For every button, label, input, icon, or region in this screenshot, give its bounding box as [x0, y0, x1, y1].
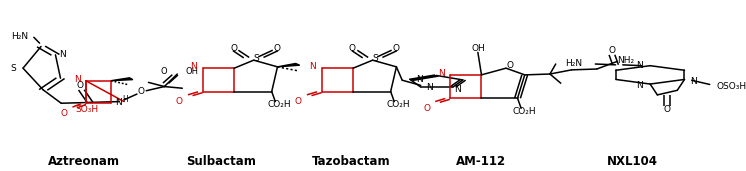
Text: N: N	[454, 84, 460, 94]
Text: NXL104: NXL104	[606, 155, 658, 168]
Text: CO₂H: CO₂H	[267, 100, 291, 109]
Text: O: O	[506, 61, 513, 70]
Text: OH: OH	[186, 67, 199, 76]
Text: O: O	[392, 44, 399, 53]
Text: O: O	[349, 44, 356, 53]
Text: H₂N: H₂N	[565, 59, 583, 68]
Text: O: O	[423, 104, 430, 113]
Text: AM-112: AM-112	[456, 155, 506, 168]
Text: O: O	[176, 97, 183, 106]
Text: O: O	[137, 87, 144, 96]
Polygon shape	[111, 78, 133, 81]
Text: N: N	[691, 77, 698, 86]
Text: N: N	[416, 75, 423, 84]
Text: N: N	[636, 81, 643, 90]
Text: O: O	[609, 46, 615, 55]
Text: N: N	[59, 50, 66, 59]
Text: O: O	[60, 109, 68, 118]
Text: OSO₃H: OSO₃H	[716, 82, 746, 91]
Text: S: S	[373, 54, 378, 63]
Text: H₂N: H₂N	[11, 32, 28, 41]
Text: CO₂H: CO₂H	[513, 107, 536, 116]
Text: O: O	[295, 97, 302, 106]
Text: Tazobactam: Tazobactam	[312, 155, 390, 168]
Text: O: O	[161, 67, 168, 76]
Text: O: O	[273, 44, 280, 53]
Text: H: H	[122, 95, 128, 104]
Text: S: S	[254, 54, 260, 63]
Text: N: N	[74, 75, 81, 84]
Text: Aztreonam: Aztreonam	[48, 155, 120, 168]
Polygon shape	[278, 63, 300, 67]
Text: O: O	[76, 81, 84, 90]
Text: N: N	[190, 62, 197, 71]
Text: O: O	[664, 106, 671, 114]
Text: N: N	[636, 61, 643, 70]
Text: N: N	[426, 83, 433, 92]
Text: N: N	[116, 98, 122, 107]
Text: O: O	[230, 44, 237, 53]
Text: S: S	[10, 64, 16, 73]
Text: OH: OH	[471, 44, 485, 53]
Text: CO₂H: CO₂H	[386, 100, 410, 109]
Text: Sulbactam: Sulbactam	[186, 155, 256, 168]
Text: N: N	[310, 62, 316, 71]
Text: N: N	[438, 69, 445, 78]
Text: NH₂: NH₂	[617, 56, 634, 65]
Text: SO₃H: SO₃H	[75, 105, 98, 114]
